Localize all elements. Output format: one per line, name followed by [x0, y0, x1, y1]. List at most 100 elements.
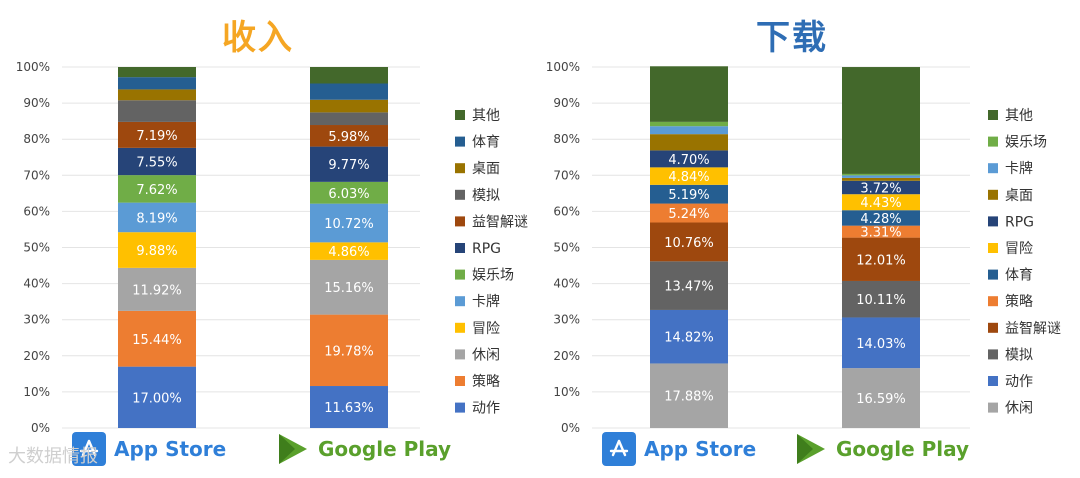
- y-tick-label: 90%: [23, 96, 50, 110]
- data-label: 5.98%: [328, 130, 369, 145]
- bar-segment: [310, 203, 388, 243]
- bar-segment: [118, 100, 196, 122]
- y-tick-label: 30%: [553, 313, 580, 327]
- legend-swatch: [988, 349, 998, 360]
- legend-swatch: [988, 376, 998, 386]
- google-play-label: Google Play: [318, 437, 452, 461]
- bar-segment: [842, 180, 920, 195]
- legend-swatch: [988, 110, 998, 120]
- legend-label: 其他: [472, 108, 500, 124]
- bar-segment: [650, 261, 728, 310]
- y-tick-label: 30%: [23, 313, 50, 327]
- legend-swatch: [455, 402, 465, 413]
- appstore-label: App Store: [114, 437, 227, 461]
- legend-label: 策略: [1005, 293, 1033, 310]
- data-label: 9.77%: [328, 158, 369, 173]
- data-label: 12.01%: [856, 253, 906, 268]
- legend-label: 娱乐场: [1005, 135, 1047, 151]
- legend-label: 模拟: [1005, 347, 1033, 363]
- data-label: 10.72%: [324, 217, 374, 232]
- bar-segment: [650, 203, 728, 223]
- bar-segment: [310, 386, 388, 428]
- bar-segment: [118, 77, 196, 90]
- bar-segment: [842, 225, 920, 238]
- data-label: 4.43%: [860, 196, 901, 211]
- legend-swatch: [988, 136, 998, 147]
- legend-label: 体育: [1005, 268, 1033, 284]
- y-tick-label: 20%: [553, 349, 580, 363]
- legend-label: 卡牌: [472, 293, 500, 310]
- bar-segment: [118, 267, 196, 311]
- legend-label: 休闲: [472, 347, 500, 363]
- bar-segment: [310, 259, 388, 315]
- bar-segment: [118, 121, 196, 148]
- y-tick-label: 10%: [553, 385, 580, 399]
- y-tick-label: 0%: [31, 421, 50, 435]
- legend-swatch: [455, 216, 465, 227]
- data-label: 10.11%: [856, 293, 906, 308]
- data-label: 19.78%: [324, 344, 374, 359]
- data-label: 15.44%: [132, 333, 182, 348]
- download-title: 下载: [756, 18, 828, 58]
- revenue-panel: 收入 0% 10% 20% 30% 40% 50% 60% 70% 80% 90% 100% 17.0…: [16, 18, 528, 466]
- data-label: 7.62%: [136, 183, 177, 198]
- data-label: 9.88%: [136, 244, 177, 259]
- download-chart: 0% 10% 20% 30% 40% 50% 60% 70% 80% 90% 100% 17.88% 1…: [546, 60, 1061, 435]
- watermark: 大数据情报: [8, 446, 98, 467]
- bar-segment: [842, 194, 920, 211]
- bar-segment: [118, 147, 196, 176]
- y-tick-label: 10%: [23, 385, 50, 399]
- y-tick-label: 60%: [553, 204, 580, 218]
- legend-label: 益智解谜: [472, 214, 528, 230]
- y-tick-label: 50%: [23, 241, 50, 255]
- legend-label: 娱乐场: [472, 268, 514, 284]
- data-label: 4.86%: [328, 245, 369, 260]
- data-label: 3.31%: [860, 226, 901, 241]
- bar-segment: [310, 146, 388, 182]
- data-label: 7.55%: [136, 155, 177, 170]
- revenue-googleplay-label: Google Play: [276, 432, 451, 466]
- bar-segment: [842, 280, 920, 318]
- data-label: 4.70%: [668, 153, 709, 168]
- legend-label: 益智解谜: [1005, 321, 1061, 337]
- y-tick-label: 80%: [553, 132, 580, 146]
- legend-swatch: [988, 163, 998, 174]
- y-tick-label: 50%: [553, 241, 580, 255]
- bar-segment: [118, 67, 196, 78]
- data-label: 4.84%: [668, 170, 709, 185]
- data-label: 4.28%: [860, 212, 901, 227]
- data-label: 17.88%: [664, 390, 714, 405]
- data-label: 16.59%: [856, 392, 906, 407]
- legend-swatch: [988, 402, 998, 413]
- legend-label: RPG: [1005, 214, 1034, 230]
- data-label: 5.19%: [668, 188, 709, 203]
- legend-label: 卡牌: [1005, 160, 1033, 177]
- legend-swatch: [988, 322, 998, 333]
- bar-segment: [118, 310, 196, 367]
- data-label: 13.47%: [664, 280, 714, 295]
- bar-segment: [842, 368, 920, 428]
- bar-segment: [650, 309, 728, 364]
- bar-segment: [650, 222, 728, 262]
- bar-segment: [310, 67, 388, 84]
- bar-segment: [310, 314, 388, 387]
- legend-label: 动作: [1005, 374, 1033, 390]
- download-appstore-label: App Store: [602, 432, 756, 466]
- bar-segment: [650, 66, 728, 122]
- legend-label: 休闲: [1005, 401, 1033, 417]
- revenue-chart: 0% 10% 20% 30% 40% 50% 60% 70% 80% 90% 100% 17.00% 1…: [16, 60, 528, 435]
- bar-segment: [650, 184, 728, 204]
- legend-label: 桌面: [472, 161, 500, 177]
- data-label: 6.03%: [328, 187, 369, 202]
- legend-swatch: [455, 296, 465, 307]
- bar-segment: [310, 181, 388, 204]
- legend-swatch: [455, 322, 465, 333]
- bar-segment: [650, 134, 728, 151]
- legend-swatch: [988, 216, 998, 227]
- download-googleplay-label: Google Play: [794, 432, 969, 466]
- revenue-title: 收入: [222, 18, 294, 58]
- legend-swatch: [988, 189, 998, 200]
- legend-label: 策略: [472, 373, 500, 390]
- y-tick-label: 40%: [553, 277, 580, 291]
- bar-segment: [650, 121, 728, 127]
